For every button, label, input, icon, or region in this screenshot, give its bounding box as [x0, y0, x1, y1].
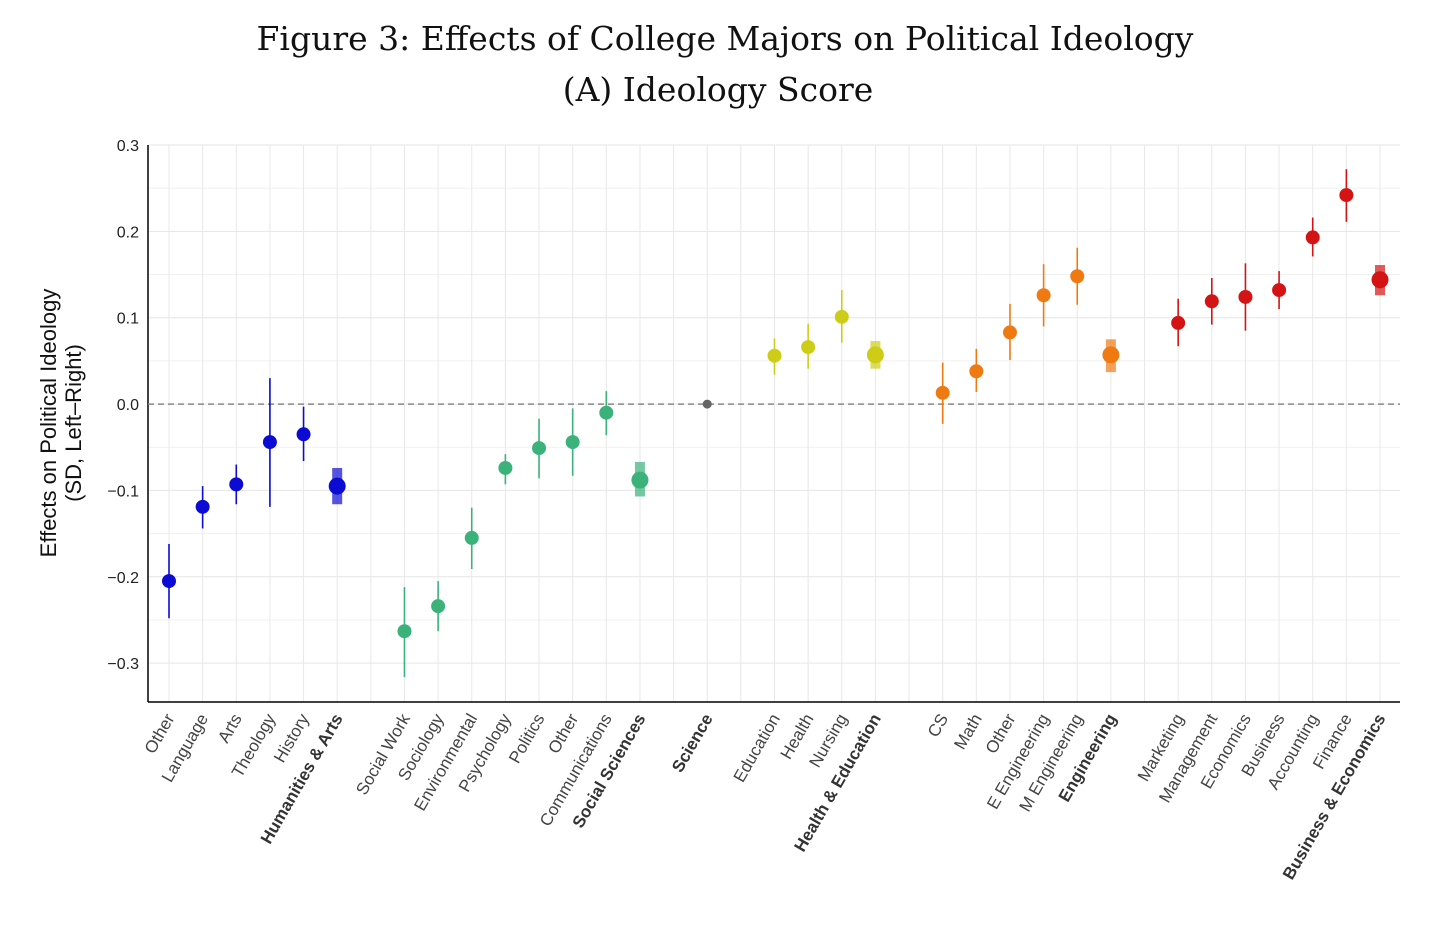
- data-point: [532, 441, 547, 456]
- category-label: Arts: [214, 711, 246, 747]
- chart-title: Figure 3: Effects of College Majors on P…: [257, 19, 1194, 58]
- data-point: [498, 460, 513, 475]
- data-point: [565, 435, 580, 450]
- y-tick-label: −0.2: [107, 570, 139, 587]
- data-point: [1002, 325, 1017, 340]
- data-point: [1171, 315, 1186, 330]
- data-point: [262, 435, 277, 450]
- data-point: [969, 364, 984, 379]
- y-axis-label-line1: Effects on Political Ideology: [36, 289, 61, 558]
- y-tick-label: −0.1: [107, 483, 139, 500]
- group-point: [1371, 271, 1389, 289]
- data-point: [1339, 188, 1354, 203]
- group-point: [866, 346, 884, 364]
- group-point: [631, 471, 649, 489]
- data-point: [296, 427, 311, 442]
- marks: [162, 169, 1389, 677]
- data-point: [162, 574, 176, 589]
- data-point: [1238, 289, 1253, 304]
- data-point: [599, 405, 614, 420]
- data-point: [229, 477, 244, 492]
- category-label: Education: [730, 711, 784, 786]
- chart-subtitle: (A) Ideology Score: [563, 70, 874, 109]
- group-label: Science: [668, 711, 717, 776]
- y-tick-label: 0.3: [117, 138, 139, 155]
- data-point: [397, 624, 412, 639]
- group-point: [328, 477, 346, 495]
- y-tick-label: 0.0: [117, 397, 139, 414]
- data-point: [1305, 230, 1320, 245]
- data-point: [464, 530, 479, 545]
- data-point: [801, 340, 816, 355]
- y-tick-label: 0.2: [117, 224, 139, 241]
- data-point: [767, 348, 782, 363]
- y-axis-label-line2: (SD, Left–Right): [61, 344, 86, 502]
- data-point: [935, 385, 950, 400]
- data-point: [1204, 294, 1219, 309]
- data-point: [1036, 288, 1051, 303]
- y-tick-label: 0.1: [117, 311, 139, 328]
- reference-point: [702, 399, 712, 409]
- y-tick-label: −0.3: [107, 656, 139, 673]
- grid: 0.3 0.2 0.1 0.0 −0.1 −0.2 −0.3: [107, 138, 1400, 703]
- data-point: [834, 309, 849, 324]
- data-point: [431, 599, 446, 614]
- data-point: [1272, 283, 1287, 298]
- data-point: [195, 499, 210, 514]
- y-axis-label: Effects on Political Ideology (SD, Left–…: [36, 289, 86, 558]
- group-point: [1102, 346, 1120, 364]
- category-label: Math: [950, 711, 985, 753]
- data-point: [1070, 269, 1085, 284]
- category-label: CS: [924, 711, 952, 741]
